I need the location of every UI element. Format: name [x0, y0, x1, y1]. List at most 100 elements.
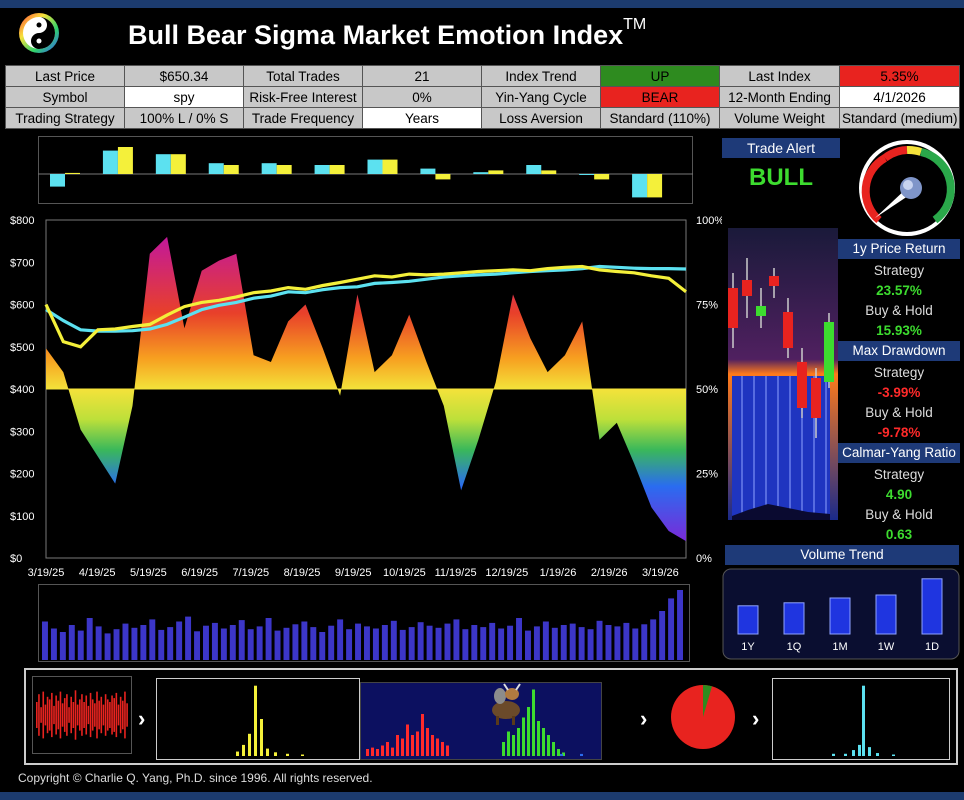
symbol-input[interactable]: spy	[124, 86, 244, 108]
noise-thumbnail	[32, 676, 132, 754]
histogram-bar	[560, 753, 563, 756]
volume-bar	[238, 620, 245, 660]
volume-bar	[185, 616, 192, 660]
volume-bar	[149, 619, 156, 660]
volume-bar	[167, 627, 174, 660]
volume-bar	[211, 622, 218, 660]
volume-bar	[86, 618, 93, 660]
volume-bar	[50, 628, 57, 660]
x-tick-label: 3/19/25	[28, 567, 65, 579]
volume-bar	[444, 623, 451, 660]
histogram-bar	[274, 752, 277, 756]
trade-frequency-label: Trade Frequency	[243, 107, 363, 129]
volume-trend-label: 1Q	[787, 641, 802, 653]
x-tick-label: 2/19/26	[591, 567, 628, 579]
histogram-bar	[532, 689, 535, 756]
y-left-tick-label: $100	[10, 511, 34, 523]
period-bar	[488, 170, 504, 174]
period-bar	[329, 165, 345, 174]
trade-frequency-select[interactable]: Years	[362, 107, 482, 129]
trading-strategy-select[interactable]: 100% L / 0% S	[124, 107, 244, 129]
last-price-label: Last Price	[5, 65, 125, 87]
volume-bar	[77, 630, 84, 660]
volume-trend-label: 1Y	[741, 641, 755, 653]
volume-bar	[274, 630, 281, 660]
volume-bar	[605, 625, 612, 660]
volume-bar	[194, 631, 200, 660]
volume-bar	[283, 627, 290, 660]
volume-trend-bar	[921, 578, 943, 635]
distribution-histogram-cyan	[772, 678, 950, 760]
histogram-bar	[542, 728, 545, 756]
volume-bar	[364, 626, 370, 660]
histogram-bar	[517, 728, 520, 756]
volume-bar	[372, 628, 379, 660]
volume-bar	[319, 632, 326, 660]
noise-bar	[72, 702, 75, 728]
max-drawdown-bh-value: -9.78%	[877, 425, 921, 440]
volume-bar	[301, 621, 308, 660]
volume-bar	[131, 627, 138, 660]
volume-weight-label: Volume Weight	[719, 107, 840, 129]
copyright-text: Copyright © Charlie Q. Yang, Ph.D. since…	[18, 771, 373, 785]
volume-bar	[542, 621, 549, 660]
volume-bar	[104, 633, 111, 660]
emotion-index-chart[interactable]: $0 $100 $200 $300 $400 $500 $600 $700 $800 0% 25% 5…	[0, 208, 722, 580]
histogram-bar	[552, 742, 555, 756]
y-left-tick-label: $800	[10, 215, 34, 227]
noise-bar	[59, 691, 62, 739]
volume-bar	[677, 590, 683, 660]
noise-bar	[109, 702, 111, 728]
volume-bar	[292, 624, 299, 660]
noise-bar	[91, 699, 94, 731]
histogram-bar	[381, 745, 384, 756]
histogram-bar	[248, 733, 251, 756]
volume-bar	[95, 626, 102, 660]
noise-bar	[46, 696, 49, 734]
period-bar	[367, 159, 383, 174]
volume-bar	[68, 625, 75, 660]
y-left-tick-label: $600	[10, 300, 34, 312]
noise-bar	[113, 698, 115, 732]
noise-bar	[119, 696, 122, 734]
period-bar	[420, 168, 436, 174]
noise-bar	[68, 707, 70, 723]
histogram-bar	[557, 749, 560, 756]
histogram-bar	[547, 735, 550, 756]
volume-bar	[480, 627, 487, 660]
histogram-bar	[507, 731, 510, 756]
x-tick-label: 3/19/26	[642, 567, 679, 579]
noise-bar	[81, 694, 83, 736]
volume-bar	[453, 619, 460, 660]
volume-trend-label: 1D	[925, 641, 939, 653]
volume-bar	[426, 625, 433, 660]
volume-weight-select[interactable]: Standard (medium)	[839, 107, 960, 129]
index-trend-label: Index Trend	[481, 65, 601, 87]
histogram-bar	[301, 754, 304, 756]
volume-bar	[668, 598, 675, 660]
loss-aversion-select[interactable]: Standard (110%)	[600, 107, 720, 129]
volume-bar-chart	[38, 584, 690, 662]
y-right-tick-label: 0%	[696, 553, 712, 565]
loss-aversion-label: Loss Aversion	[481, 107, 601, 129]
histogram-bar	[862, 685, 865, 756]
histogram-bar	[416, 731, 419, 756]
calmar-header: Calmar-Yang Ratio	[838, 443, 960, 463]
volume-bar	[560, 625, 567, 660]
month-ending-input[interactable]: 4/1/2026	[839, 86, 960, 108]
pie-chart-icon	[671, 685, 735, 749]
y-left-tick-label: $500	[10, 342, 34, 354]
strategy-line	[44, 264, 687, 349]
volume-bar	[659, 611, 666, 660]
period-bar	[632, 174, 648, 198]
period-bar	[382, 159, 398, 174]
period-bar	[65, 172, 80, 174]
x-tick-label: 5/19/25	[130, 567, 167, 579]
noise-bar	[122, 700, 124, 730]
noise-bar	[57, 700, 60, 730]
histogram-bar	[376, 749, 379, 756]
trading-strategy-label: Trading Strategy	[5, 107, 125, 129]
volume-bar	[390, 620, 397, 660]
month-ending-label: 12-Month Ending	[719, 86, 840, 108]
price-return-strategy-label: Strategy	[873, 263, 925, 278]
